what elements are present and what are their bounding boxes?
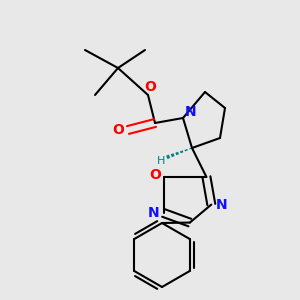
Text: N: N (185, 105, 197, 119)
Text: O: O (144, 80, 156, 94)
Text: H: H (157, 156, 165, 166)
Text: O: O (150, 168, 161, 182)
Text: O: O (112, 123, 124, 137)
Text: N: N (215, 198, 227, 212)
Text: N: N (148, 206, 159, 220)
